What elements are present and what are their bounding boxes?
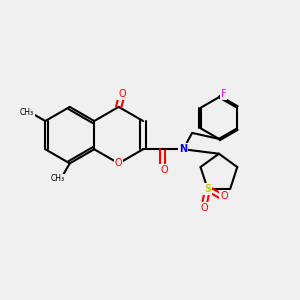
Text: N: N bbox=[179, 144, 187, 154]
Text: O: O bbox=[201, 203, 208, 213]
Text: O: O bbox=[160, 165, 168, 175]
Text: CH₃: CH₃ bbox=[51, 174, 65, 183]
Text: F: F bbox=[220, 89, 226, 99]
Text: O: O bbox=[115, 158, 122, 168]
Text: O: O bbox=[118, 89, 126, 99]
Text: S: S bbox=[204, 184, 211, 194]
Text: O: O bbox=[220, 191, 228, 201]
Text: CH₃: CH₃ bbox=[20, 108, 34, 117]
